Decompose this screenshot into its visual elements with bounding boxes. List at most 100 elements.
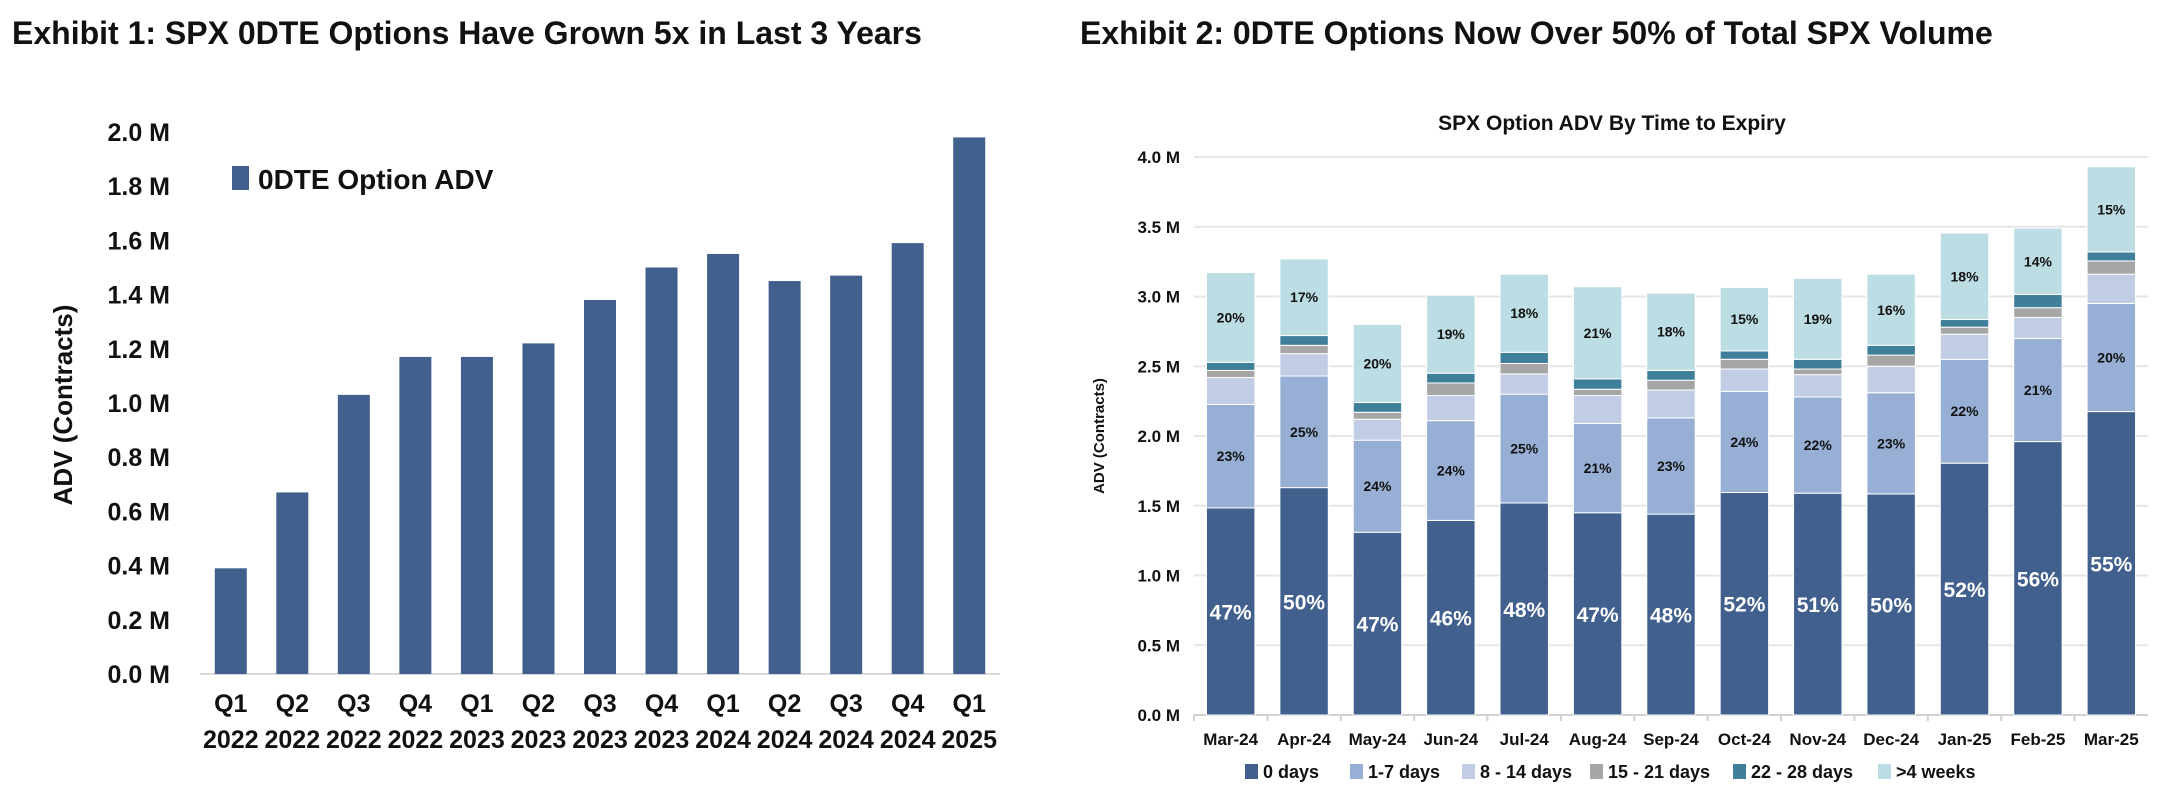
bar-segment-5-2	[1352, 323, 1403, 404]
bar-segment-4-1	[1279, 335, 1329, 346]
legend-label-0dte: 0DTE Option ADV	[258, 164, 494, 195]
data-label: 14%	[2024, 253, 2053, 269]
y-tick-label: 0.8 M	[107, 444, 170, 472]
bar-segment-3-3	[1426, 382, 1476, 397]
data-label: 21%	[1584, 460, 1613, 476]
data-label: 24%	[1437, 463, 1466, 479]
bar-segment-0-3	[1426, 519, 1476, 716]
data-label: 25%	[1510, 441, 1539, 457]
data-label: 15%	[1730, 311, 1759, 327]
data-label: 18%	[1951, 268, 1980, 284]
x-tick-quarter: Q1	[460, 690, 493, 718]
x-tick-year: 2023	[449, 726, 505, 754]
bar-segment-0-1	[1279, 487, 1329, 716]
bar-segment-5-8	[1793, 277, 1843, 360]
bar-segment-2-1	[1279, 353, 1329, 377]
legend-swatch-4	[1733, 764, 1746, 779]
bar-segment-2-12	[2086, 273, 2137, 304]
bar-segment-4-8	[1793, 358, 1843, 370]
bar-2	[337, 394, 370, 674]
data-label: 50%	[1283, 591, 1325, 614]
legend-swatch-5	[1878, 764, 1891, 779]
bar-segment-1-9	[1866, 392, 1916, 495]
data-label: 23%	[1217, 448, 1246, 464]
bar-segment-4-10	[1939, 319, 1990, 328]
bar-segment-2-8	[1793, 374, 1843, 398]
data-label: 22%	[1951, 403, 1980, 419]
bar-segment-4-3	[1426, 372, 1476, 384]
data-label: 46%	[1430, 608, 1472, 631]
data-label: 24%	[1363, 478, 1392, 494]
bar-segment-3-7	[1719, 358, 1770, 370]
y-tick-label: 1.8 M	[107, 173, 170, 201]
exhibit-1-y-ticks: 0.0 M 0.2 M 0.4 M 0.6 M 0.8 M 1.0 M 1.2 M 1.4 M…	[107, 119, 1000, 689]
data-label: 51%	[1797, 594, 1839, 617]
exhibit-1-x-ticks: Q1 2022 Q2 2022 Q3 2022 Q4 2022 Q1 2023 Q2 2023 Q3 20…	[203, 690, 997, 754]
bar-segment-5-5	[1572, 286, 1623, 380]
bar-segment-0-2	[1352, 531, 1403, 716]
exhibit-2-chart: Exhibit 2: 0DTE Options Now Over 50% of …	[1080, 15, 2148, 782]
bar-segment-1-12	[2086, 302, 2137, 413]
bar-segment-5-9	[1866, 273, 1916, 346]
y-tick-label: 3.5 M	[1137, 218, 1180, 237]
legend-label-2: 8 - 14 days	[1480, 762, 1572, 782]
bar-segment-3-0	[1205, 369, 1256, 379]
x-tick-year: 2024	[757, 726, 813, 754]
bar-segment-1-0	[1205, 403, 1256, 509]
x-tick-quarter: Q2	[276, 690, 309, 718]
data-label: 48%	[1503, 599, 1545, 622]
data-label: 47%	[1577, 604, 1619, 627]
legend-swatch-0dte	[232, 166, 249, 190]
x-tick-year: 2025	[941, 726, 997, 754]
data-label: 16%	[1877, 302, 1906, 318]
exhibit-2-legend: 0 days 1-7 days 8 - 14 days 15 - 21 days 22 …	[1245, 762, 1976, 782]
exhibit-2-x-ticks: Mar-24 Apr-24 May-24 Jun-24 Jul-24 Aug-24 Sep-…	[1193, 715, 2139, 749]
data-label: 17%	[1290, 289, 1319, 305]
y-tick-label: 2.0 M	[107, 119, 170, 147]
bar-0	[214, 568, 247, 674]
bar-segment-4-12	[2086, 251, 2137, 262]
bar-segment-0-6	[1646, 513, 1696, 716]
y-tick-label: 1.6 M	[107, 227, 170, 255]
data-label: 47%	[1210, 601, 1252, 624]
x-tick-year: 2022	[264, 726, 320, 754]
bar-segment-3-1	[1279, 344, 1329, 355]
bar-segment-5-12	[2086, 166, 2137, 253]
x-tick-label: Jun-24	[1423, 730, 1478, 749]
bar-1	[276, 492, 309, 674]
x-tick-year: 2023	[572, 726, 628, 754]
x-tick-quarter: Q3	[337, 690, 370, 718]
y-tick-label: 4.0 M	[1137, 148, 1180, 167]
y-tick-label: 1.5 M	[1137, 497, 1180, 516]
data-label: 52%	[1723, 594, 1765, 617]
x-tick-quarter: Q4	[891, 690, 924, 718]
x-tick-label: Mar-24	[1203, 730, 1258, 749]
bar-segment-0-9	[1866, 493, 1916, 716]
y-tick-label: 2.5 M	[1137, 357, 1180, 376]
data-label: 24%	[1730, 434, 1759, 450]
bar-segment-5-11	[2013, 227, 2063, 295]
x-tick-year: 2022	[326, 726, 382, 754]
x-tick-label: Mar-25	[2084, 730, 2139, 749]
x-tick-quarter: Q3	[829, 690, 862, 718]
data-label: 18%	[1510, 305, 1539, 321]
x-tick-label: Dec-24	[1863, 730, 1919, 749]
bar-segment-4-0	[1205, 361, 1256, 371]
y-tick-label: 1.2 M	[107, 336, 170, 364]
x-tick-label: Aug-24	[1569, 730, 1627, 749]
legend-swatch-1	[1350, 764, 1363, 779]
y-tick-label: 1.4 M	[107, 282, 170, 310]
bar-4	[460, 356, 493, 674]
x-tick-label: Feb-25	[2011, 730, 2066, 749]
bar-segment-5-4	[1499, 273, 1549, 353]
bar-segment-3-8	[1793, 368, 1843, 376]
data-label: 15%	[2097, 201, 2126, 217]
data-label: 20%	[1363, 355, 1392, 371]
data-label: 18%	[1657, 324, 1686, 340]
data-label: 52%	[1944, 579, 1986, 602]
bar-segment-0-12	[2086, 411, 2137, 716]
y-tick-label: 2.0 M	[1137, 427, 1180, 446]
bar-segment-4-4	[1499, 351, 1549, 364]
exhibit-2-title: Exhibit 2: 0DTE Options Now Over 50% of …	[1080, 15, 1993, 51]
